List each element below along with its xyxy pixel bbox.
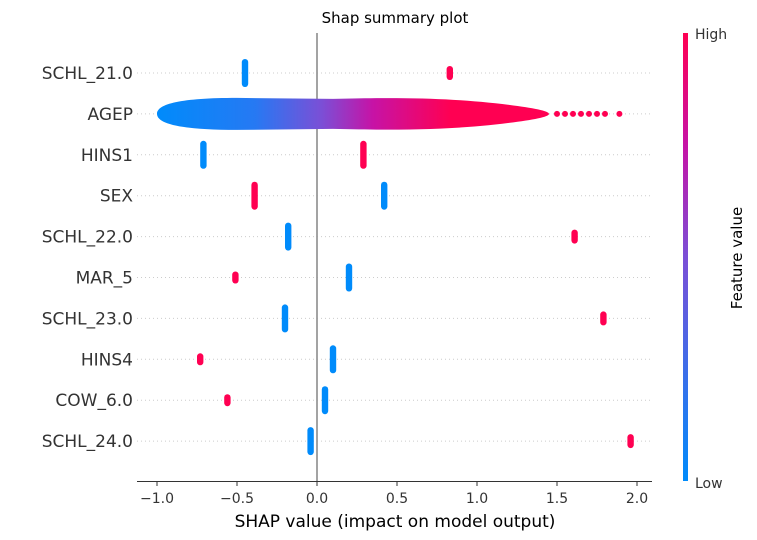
feature-labels: SCHL_21.0 AGEP HINS1 SEX SCHL_22.0 MAR_5 SCHL_… (42, 64, 134, 452)
shap-point-cluster (224, 394, 231, 407)
shap-point (562, 110, 568, 117)
shap-point-cluster (345, 263, 353, 292)
x-tick-label: −0.5 (220, 491, 254, 507)
feature-label: HINS1 (81, 146, 133, 166)
shap-point (570, 110, 576, 117)
feature-label: MAR_5 (76, 269, 133, 289)
colorbar-low-label: Low (695, 476, 723, 492)
x-tick-label: −1.0 (140, 491, 174, 507)
feature-label: AGEP (88, 105, 134, 125)
feature-label: SCHL_24.0 (42, 432, 133, 452)
colorbar-label: Feature value (728, 207, 746, 309)
shap-point (602, 110, 608, 117)
shap-point-cluster (200, 140, 207, 169)
shap-point (578, 110, 584, 117)
x-tick-label: 2.0 (626, 491, 648, 507)
shap-point-cluster (446, 66, 453, 80)
shap-point (616, 110, 623, 117)
shap-point-cluster (381, 181, 388, 210)
shap-point-cluster (360, 140, 367, 169)
colorbar (683, 33, 688, 481)
feature-label: SCHL_22.0 (42, 228, 133, 248)
shap-point (586, 110, 592, 117)
x-tick-label: 0.0 (306, 491, 328, 507)
shap-point-cluster (285, 222, 292, 251)
feature-label: SEX (100, 187, 134, 207)
chart-title: Shap summary plot (322, 9, 469, 27)
shap-point-cluster (251, 181, 258, 210)
feature-label: SCHL_21.0 (42, 64, 133, 84)
shap-point-cluster (241, 59, 249, 87)
shap-point-cluster (281, 304, 289, 333)
x-axis-ticks: −1.0 −0.5 0.0 0.5 1.0 1.5 2.0 (140, 481, 648, 507)
agep-point-cloud (157, 97, 549, 130)
x-axis-label: SHAP value (impact on model output) (235, 512, 556, 532)
feature-label: HINS4 (81, 350, 133, 370)
shap-point (594, 110, 600, 117)
shap-point-cluster (232, 271, 239, 284)
shap-point-cluster (321, 386, 329, 415)
feature-label: SCHL_23.0 (42, 309, 133, 329)
shap-point-cluster (329, 345, 337, 374)
feature-label: COW_6.0 (55, 391, 133, 411)
x-tick-label: 0.5 (386, 491, 408, 507)
shap-point (554, 110, 560, 117)
x-tick-label: 1.0 (466, 491, 488, 507)
shap-point-cluster (627, 434, 634, 449)
shap-points (157, 59, 634, 456)
shap-point-cluster (307, 427, 314, 456)
shap-point-cluster (571, 229, 578, 244)
shap-point-cluster (600, 311, 607, 326)
shap-point-cluster (197, 353, 204, 366)
x-tick-label: 1.5 (546, 491, 568, 507)
colorbar-high-label: High (695, 27, 727, 43)
